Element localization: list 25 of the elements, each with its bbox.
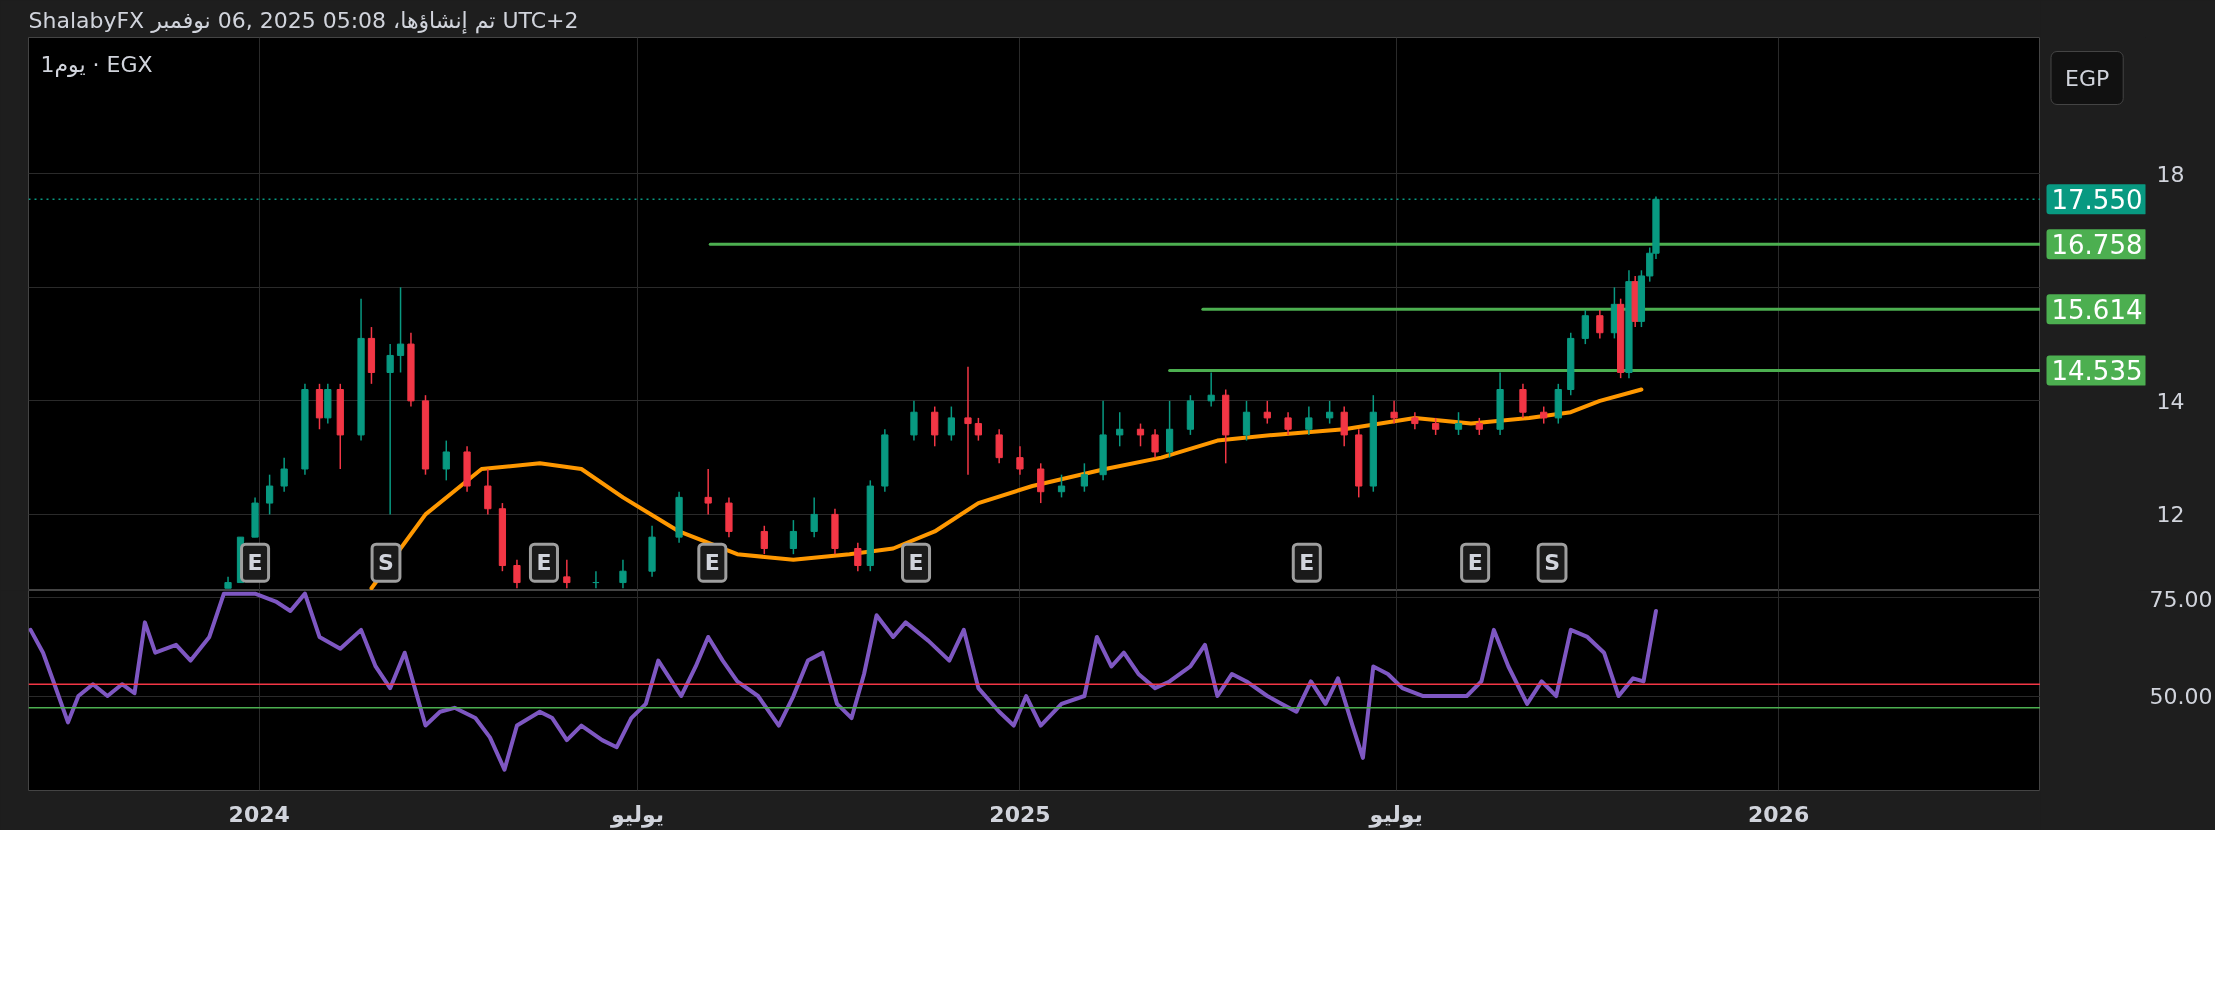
annotation: E [536, 550, 552, 576]
x-tick-label: 2026 [1747, 801, 1810, 827]
y-axis-title: EGP [2065, 65, 2110, 91]
y-tick-label: 12 [2156, 502, 2185, 528]
x-tick-label: 2024 [228, 801, 290, 827]
chart-title: ShalabyFX تم إنشاؤها، 05:08 2025 ,06 نوفمبر UTC+2 [28, 7, 579, 34]
y-tick-label: 50.00 [2149, 684, 2213, 710]
annotation: E [1299, 550, 1315, 576]
annotation: E [247, 550, 263, 576]
annotation: E [908, 550, 924, 576]
ref-line-label: 17.550 [2051, 185, 2143, 216]
annotation: E [1467, 550, 1483, 576]
annotation: S [378, 550, 394, 576]
y-tick-label: 75.00 [2149, 586, 2213, 612]
y-tick-label: 18 [2156, 161, 2185, 187]
text: يوم1 · EGX [40, 51, 153, 77]
annotation: S [1544, 550, 1560, 576]
x-tick-label: يوليو [609, 801, 665, 828]
y-tick-label: 14 [2156, 388, 2185, 414]
data-label: 15.614 [2051, 295, 2143, 326]
annotation: E [704, 550, 720, 576]
x-tick-label: 2025 [989, 801, 1051, 827]
x-tick-label: يوليو [1368, 801, 1423, 828]
data-label: 14.535 [2051, 356, 2143, 387]
data-label: 16.758 [2051, 230, 2143, 261]
